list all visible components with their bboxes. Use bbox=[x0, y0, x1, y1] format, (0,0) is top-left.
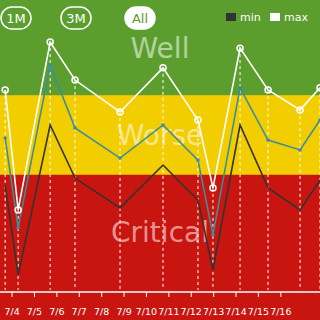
point bbox=[266, 138, 270, 142]
drop-line bbox=[163, 68, 164, 290]
x-tick bbox=[213, 292, 214, 297]
drop-line bbox=[75, 80, 76, 290]
point bbox=[300, 209, 301, 210]
x-tick-label: 7/5 bbox=[27, 306, 42, 317]
drop-line bbox=[300, 110, 301, 290]
x-tick bbox=[34, 292, 35, 297]
chart: WellWorseCritical7/47/57/67/77/87/97/107… bbox=[0, 0, 320, 320]
band-label: Critical bbox=[111, 216, 209, 249]
x-tick bbox=[191, 292, 192, 297]
point bbox=[319, 180, 320, 181]
series-line bbox=[5, 65, 320, 235]
point bbox=[72, 77, 78, 83]
point bbox=[237, 45, 243, 51]
point bbox=[16, 226, 20, 230]
range-label[interactable]: 3M bbox=[66, 11, 86, 26]
drop-line bbox=[212, 188, 213, 290]
x-tick bbox=[12, 292, 13, 297]
point bbox=[238, 86, 242, 90]
legend-swatch bbox=[270, 13, 280, 21]
x-tick-label: 7/13 bbox=[203, 306, 224, 317]
point bbox=[73, 126, 77, 130]
x-tick bbox=[280, 292, 281, 297]
drop-line bbox=[240, 48, 241, 290]
legend-label: min bbox=[240, 11, 261, 24]
x-tick-label: 7/9 bbox=[116, 306, 131, 317]
x-tick bbox=[168, 292, 169, 297]
x-tick-label: 7/11 bbox=[158, 306, 179, 317]
drop-line bbox=[50, 42, 51, 290]
x-tick-label: 7/15 bbox=[248, 306, 269, 317]
point bbox=[298, 148, 302, 152]
range-label[interactable]: 1M bbox=[6, 11, 26, 26]
point bbox=[120, 207, 121, 208]
x-tick bbox=[124, 292, 125, 297]
range-button[interactable] bbox=[1, 7, 31, 29]
x-tick bbox=[236, 292, 237, 297]
point bbox=[160, 65, 166, 71]
x-tick bbox=[101, 292, 102, 297]
x-tick-label: 7/12 bbox=[181, 306, 202, 317]
point bbox=[317, 85, 320, 91]
range-label[interactable]: All bbox=[132, 11, 148, 26]
drop-line bbox=[268, 90, 269, 290]
x-axis-line bbox=[0, 291, 320, 293]
point bbox=[118, 156, 122, 160]
legend-label: max bbox=[284, 11, 308, 24]
point bbox=[2, 87, 8, 93]
band-label: Worse bbox=[117, 119, 204, 152]
point bbox=[48, 63, 52, 67]
series-line bbox=[5, 42, 320, 210]
band bbox=[0, 175, 320, 290]
range-button[interactable] bbox=[125, 7, 155, 29]
x-tick-label: 7/7 bbox=[72, 306, 87, 317]
point bbox=[18, 274, 19, 275]
x-tick bbox=[56, 292, 57, 297]
point bbox=[75, 178, 76, 179]
series-line bbox=[5, 125, 320, 275]
axis-background bbox=[0, 290, 320, 320]
drop-line bbox=[120, 112, 121, 290]
point bbox=[15, 207, 21, 213]
point bbox=[47, 39, 53, 45]
x-tick-label: 7/14 bbox=[225, 306, 246, 317]
point bbox=[3, 136, 7, 140]
legend-swatch bbox=[226, 13, 236, 21]
x-tick-label: 7/4 bbox=[4, 306, 19, 317]
point bbox=[196, 158, 200, 162]
band-label: Well bbox=[131, 32, 190, 65]
point bbox=[163, 165, 164, 166]
range-button[interactable] bbox=[61, 7, 91, 29]
band bbox=[0, 0, 320, 95]
point bbox=[161, 123, 165, 127]
x-tick-label: 7/10 bbox=[136, 306, 157, 317]
point bbox=[297, 107, 303, 113]
plot-area bbox=[2, 39, 320, 290]
x-tick bbox=[79, 292, 80, 297]
point bbox=[195, 117, 201, 123]
x-tick-label: 7/6 bbox=[49, 306, 64, 317]
point bbox=[265, 87, 271, 93]
bands bbox=[0, 0, 320, 290]
point bbox=[117, 109, 123, 115]
x-tick bbox=[258, 292, 259, 297]
point bbox=[212, 269, 213, 270]
point bbox=[268, 187, 269, 188]
point bbox=[50, 124, 51, 125]
point bbox=[240, 124, 241, 125]
x-tick-label: 7/16 bbox=[270, 306, 291, 317]
point bbox=[211, 233, 215, 237]
point bbox=[197, 200, 198, 201]
x-tick-label: 7/8 bbox=[94, 306, 109, 317]
point bbox=[5, 185, 6, 186]
point bbox=[318, 118, 320, 122]
point bbox=[210, 185, 216, 191]
x-tick bbox=[146, 292, 147, 297]
